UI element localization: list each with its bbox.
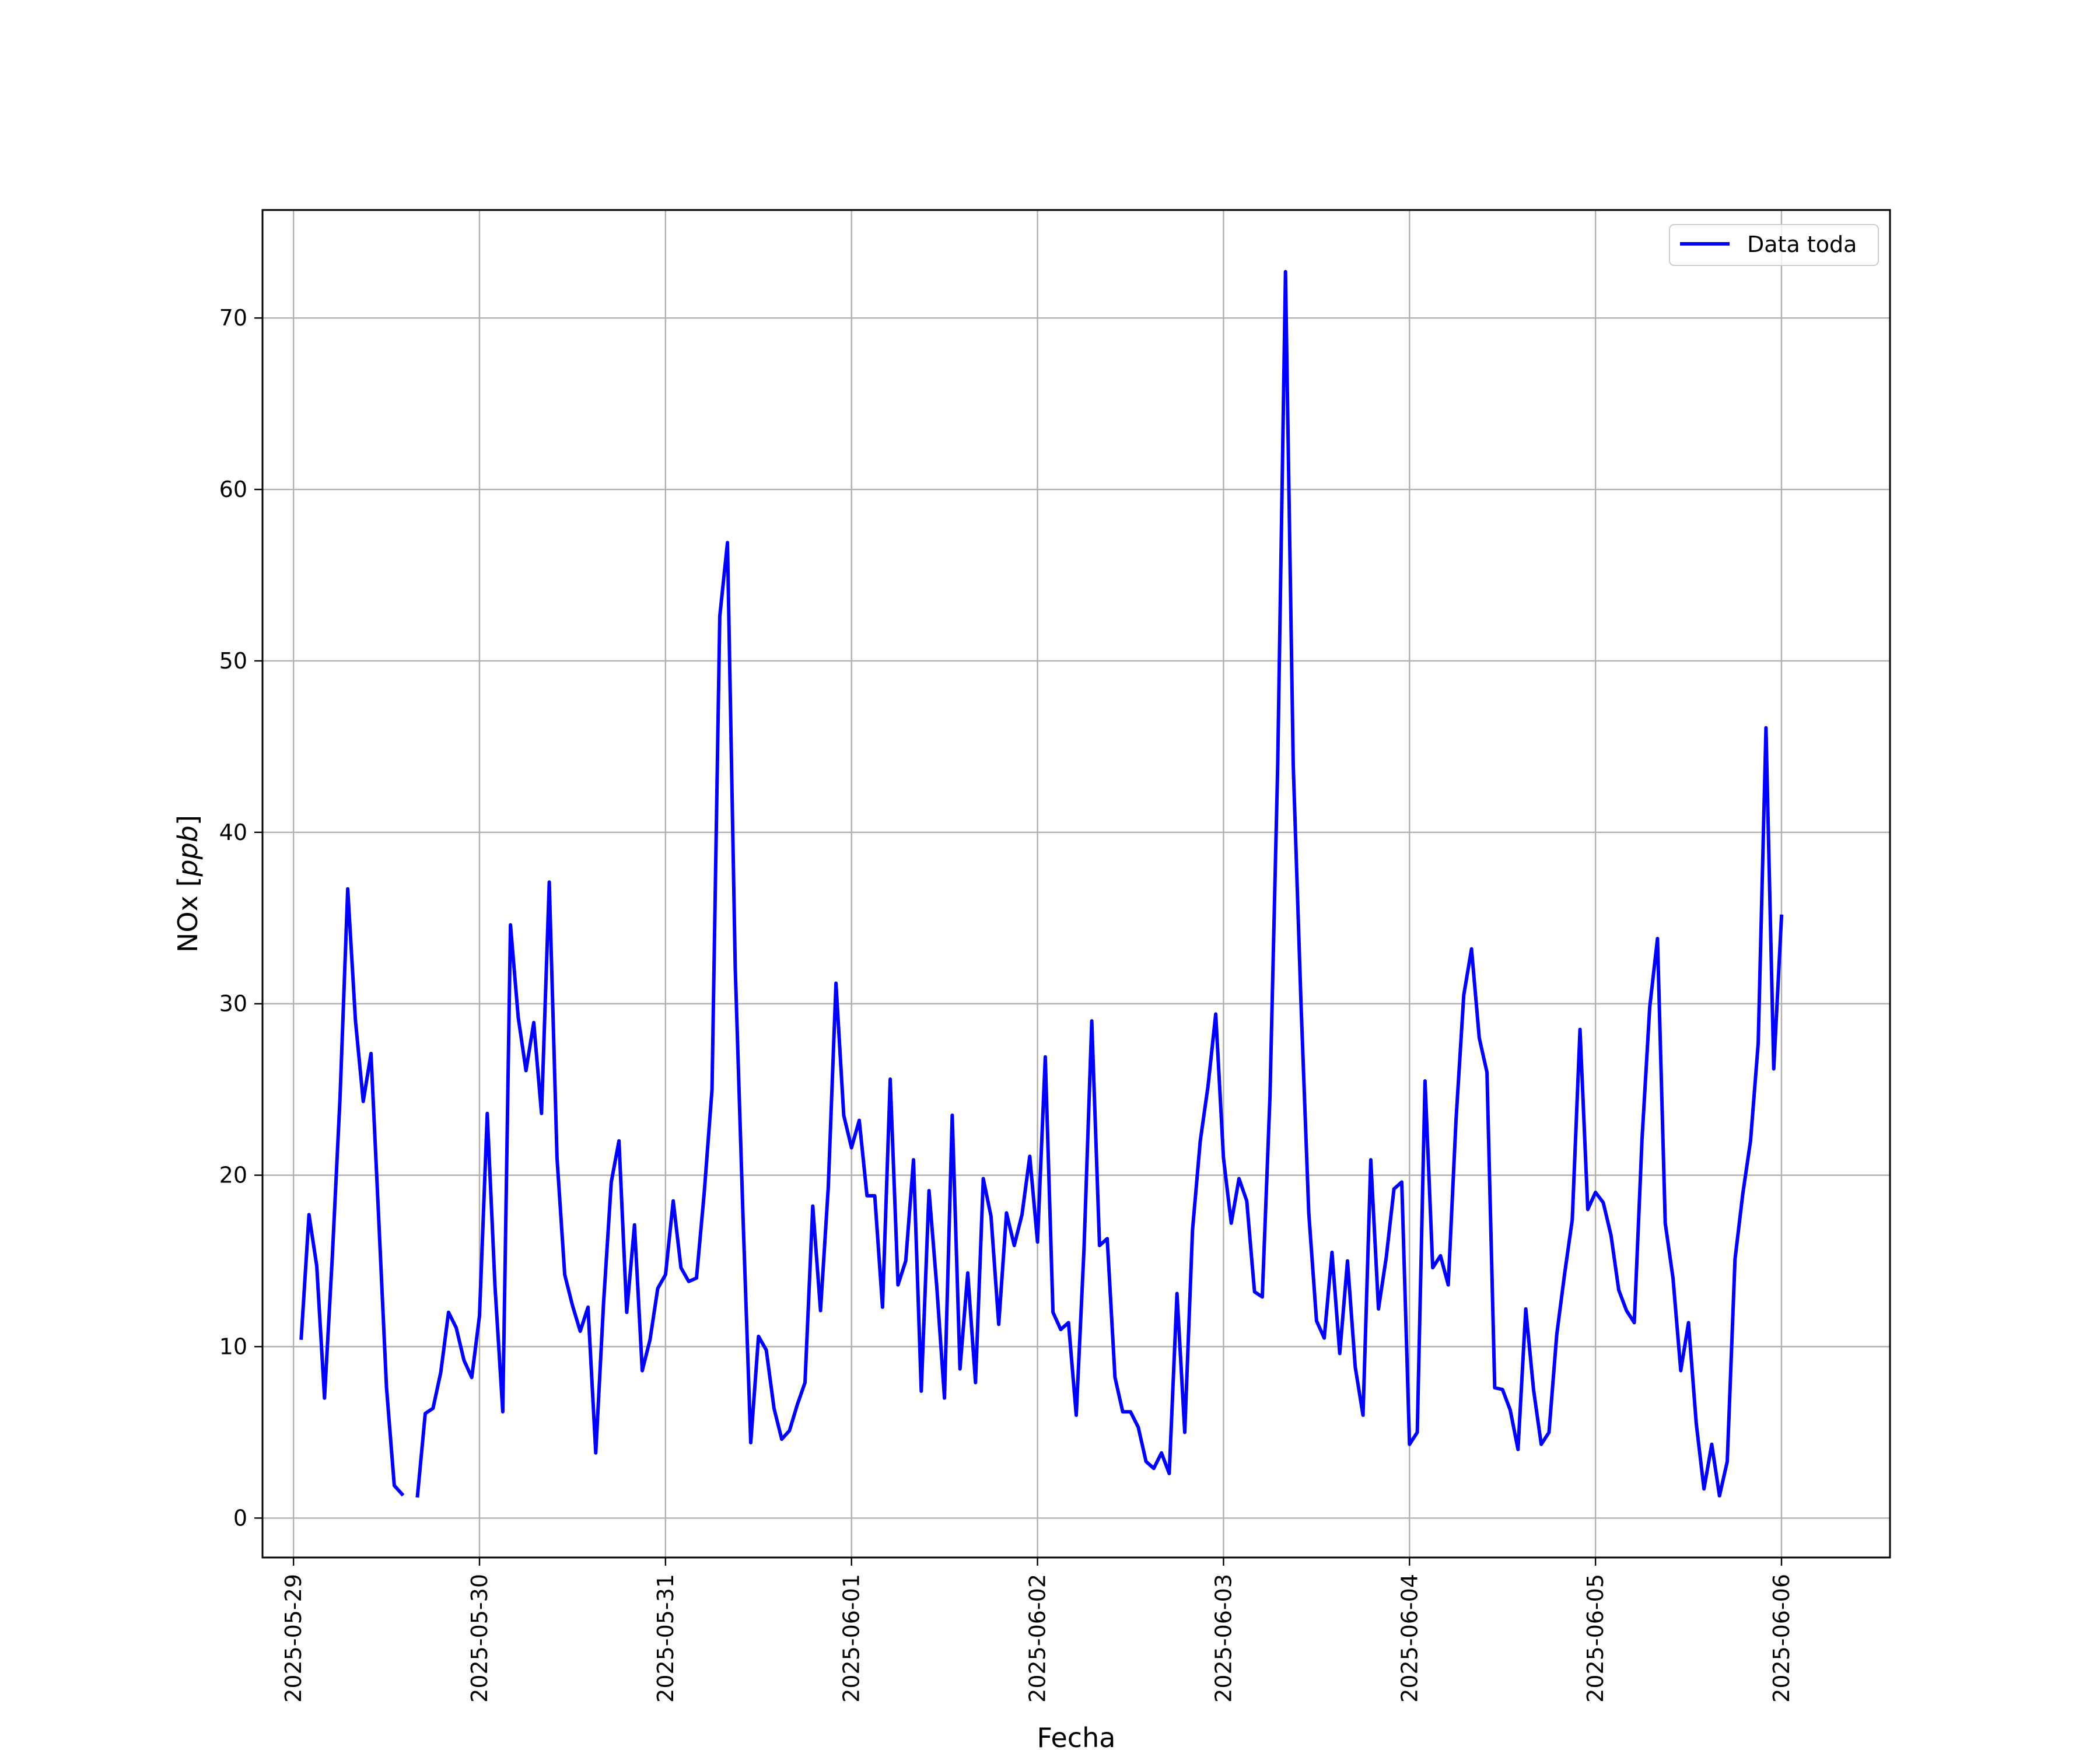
y-axis-title-suffix: ] <box>172 815 204 825</box>
x-axis-title: Fecha <box>1037 1722 1116 1750</box>
x-tick-label: 2025-06-01 <box>839 1574 864 1703</box>
x-tick-label: 2025-06-03 <box>1210 1574 1236 1703</box>
y-tick-label: 0 <box>233 1505 247 1531</box>
legend-box <box>1669 224 1879 266</box>
legend: Data toda <box>1669 224 1879 266</box>
series-layer <box>299 270 1784 1498</box>
grid <box>262 210 1890 1558</box>
y-tick-label: 10 <box>219 1334 247 1360</box>
y-axis-title-prefix: NOx [ <box>172 877 204 953</box>
y-axis-title-unit: ppb <box>172 825 204 877</box>
x-tick-label: 2025-05-31 <box>653 1574 678 1703</box>
y-tick-label: 20 <box>219 1163 247 1188</box>
y-axis-ticks: 0 10 20 30 40 50 60 70 <box>219 305 262 1531</box>
legend-label-data-toda: Data toda <box>1747 232 1857 257</box>
x-tick-label: 2025-05-29 <box>281 1574 306 1703</box>
x-tick-label: 2025-06-05 <box>1583 1574 1608 1703</box>
y-axis-title: NOx [ppb] <box>172 815 204 953</box>
x-tick-label: 2025-05-30 <box>467 1574 492 1703</box>
y-tick-label: 40 <box>219 820 247 845</box>
y-tick-label: 70 <box>219 305 247 331</box>
y-tick-label: 50 <box>219 648 247 674</box>
plot-frame <box>261 209 1891 1559</box>
x-tick-label: 2025-06-02 <box>1025 1574 1051 1703</box>
y-tick-label: 60 <box>219 477 247 502</box>
y-tick-label: 30 <box>219 991 247 1017</box>
series-line-data-toda <box>299 270 1784 1498</box>
x-axis-ticks: 2025-05-29 2025-05-30 2025-05-31 2025-06-01… <box>281 1558 1794 1703</box>
x-tick-label: 2025-06-06 <box>1769 1574 1794 1703</box>
x-tick-label: 2025-06-04 <box>1396 1574 1422 1703</box>
